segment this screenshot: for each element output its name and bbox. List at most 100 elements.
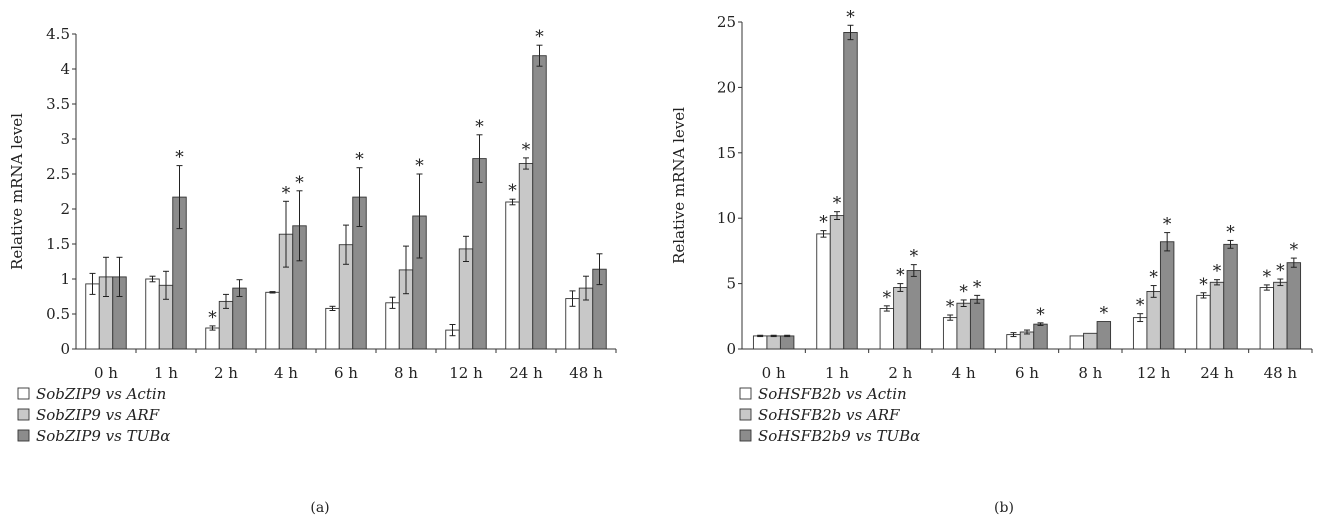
y-tick-label: 1.5 xyxy=(46,235,70,253)
bar xyxy=(518,163,534,350)
bar xyxy=(1159,241,1175,350)
significance-star: * xyxy=(355,150,364,170)
significance-star: * xyxy=(535,27,544,47)
bar xyxy=(1019,331,1035,350)
y-tick-label: 5 xyxy=(726,275,736,293)
significance-star: * xyxy=(1290,240,1299,260)
significance-star: * xyxy=(1136,296,1145,316)
y-axis-label: Relative mRNA level xyxy=(670,107,688,264)
significance-star: * xyxy=(896,266,905,286)
significance-star: * xyxy=(475,117,484,137)
significance-star: * xyxy=(846,7,855,27)
bar xyxy=(969,298,985,350)
x-tick-label: 0 h xyxy=(94,364,118,382)
significance-star: * xyxy=(1226,222,1235,242)
x-tick-label: 12 h xyxy=(1137,364,1171,382)
x-tick-label: 1 h xyxy=(154,364,178,382)
bar xyxy=(1286,262,1302,350)
x-tick-label: 48 h xyxy=(1264,364,1298,382)
legend-label: SoHSFB2b9 vs TUBα xyxy=(758,427,920,445)
y-tick-label: 4.5 xyxy=(46,25,70,43)
bar xyxy=(505,201,520,350)
legend-swatch xyxy=(739,429,752,442)
legend-swatch xyxy=(739,408,752,421)
x-tick-label: 12 h xyxy=(449,364,483,382)
bar xyxy=(1033,323,1048,350)
y-tick-label: 20 xyxy=(717,78,736,96)
bar xyxy=(816,233,831,350)
bar xyxy=(1096,321,1112,350)
bar xyxy=(906,270,922,350)
chart-panel-0: 0 0.5 1 1.5 2 2.5 3 3.5 4 4.5 Relative mRNA level 0… xyxy=(8,25,617,516)
x-tick-label: 2 h xyxy=(214,364,238,382)
bar xyxy=(145,278,160,350)
significance-star: * xyxy=(1163,215,1172,235)
bar xyxy=(325,307,340,350)
y-tick-label: 3 xyxy=(60,130,70,148)
bar xyxy=(532,55,547,350)
significance-star: * xyxy=(910,247,919,267)
panel-label: (b) xyxy=(994,500,1014,516)
x-tick-label: 2 h xyxy=(888,364,912,382)
legend-swatch xyxy=(17,408,30,421)
significance-star: * xyxy=(208,308,217,328)
significance-star: * xyxy=(415,156,424,176)
x-tick-label: 8 h xyxy=(394,364,418,382)
legend-swatch xyxy=(17,387,30,400)
bar xyxy=(942,317,958,350)
y-tick-label: 0 xyxy=(726,340,736,358)
bar xyxy=(829,215,845,350)
y-tick-label: 25 xyxy=(717,13,736,31)
bar xyxy=(1259,287,1275,350)
y-tick-label: 2.5 xyxy=(46,165,70,183)
significance-star: * xyxy=(1213,262,1222,282)
significance-star: * xyxy=(883,288,892,308)
bar xyxy=(893,287,908,350)
legend-label: SoHSFB2b vs Actin xyxy=(758,385,907,403)
significance-star: * xyxy=(1149,268,1158,288)
significance-star: * xyxy=(1263,267,1272,287)
bar xyxy=(779,335,795,350)
x-tick-label: 0 h xyxy=(762,364,786,382)
significance-star: * xyxy=(833,194,842,214)
y-tick-label: 1 xyxy=(60,270,70,288)
bar xyxy=(1196,294,1211,350)
x-tick-label: 4 h xyxy=(952,364,976,382)
x-tick-label: 6 h xyxy=(1015,364,1039,382)
significance-star: * xyxy=(946,297,955,317)
panel-label: (a) xyxy=(310,500,329,516)
bar xyxy=(1146,290,1161,350)
y-axis-label: Relative mRNA level xyxy=(8,113,26,270)
significance-star: * xyxy=(282,183,291,203)
x-tick-label: 8 h xyxy=(1078,364,1102,382)
bar xyxy=(1273,281,1288,350)
bar xyxy=(766,335,781,350)
bar xyxy=(843,32,858,350)
chart-panel-1: 0 5 10 15 20 25 Relative mRNA level 0 h 1 h 2 h 4 … xyxy=(670,7,1313,516)
bar xyxy=(265,291,280,350)
bar xyxy=(752,335,768,350)
significance-star: * xyxy=(1100,304,1109,324)
y-tick-label: 0 xyxy=(60,340,70,358)
x-tick-label: 4 h xyxy=(274,364,298,382)
significance-star: * xyxy=(522,140,531,160)
x-tick-label: 1 h xyxy=(825,364,849,382)
legend-label: SoHSFB2b vs ARF xyxy=(758,406,900,424)
legend-label: SobZIP9 vs TUBα xyxy=(36,427,170,445)
bar xyxy=(956,302,971,350)
bar xyxy=(1069,335,1085,350)
significance-star: * xyxy=(1276,261,1285,281)
x-tick-label: 48 h xyxy=(569,364,603,382)
y-tick-label: 0.5 xyxy=(46,305,70,323)
significance-star: * xyxy=(1199,275,1208,295)
significance-star: * xyxy=(508,181,517,201)
bar xyxy=(1132,317,1148,350)
legend-swatch xyxy=(17,429,30,442)
bar xyxy=(1223,243,1238,350)
x-tick-label: 24 h xyxy=(1200,364,1234,382)
significance-star: * xyxy=(175,148,184,168)
bar xyxy=(205,327,220,350)
significance-star: * xyxy=(1036,305,1045,325)
legend-label: SobZIP9 vs ARF xyxy=(36,406,160,424)
